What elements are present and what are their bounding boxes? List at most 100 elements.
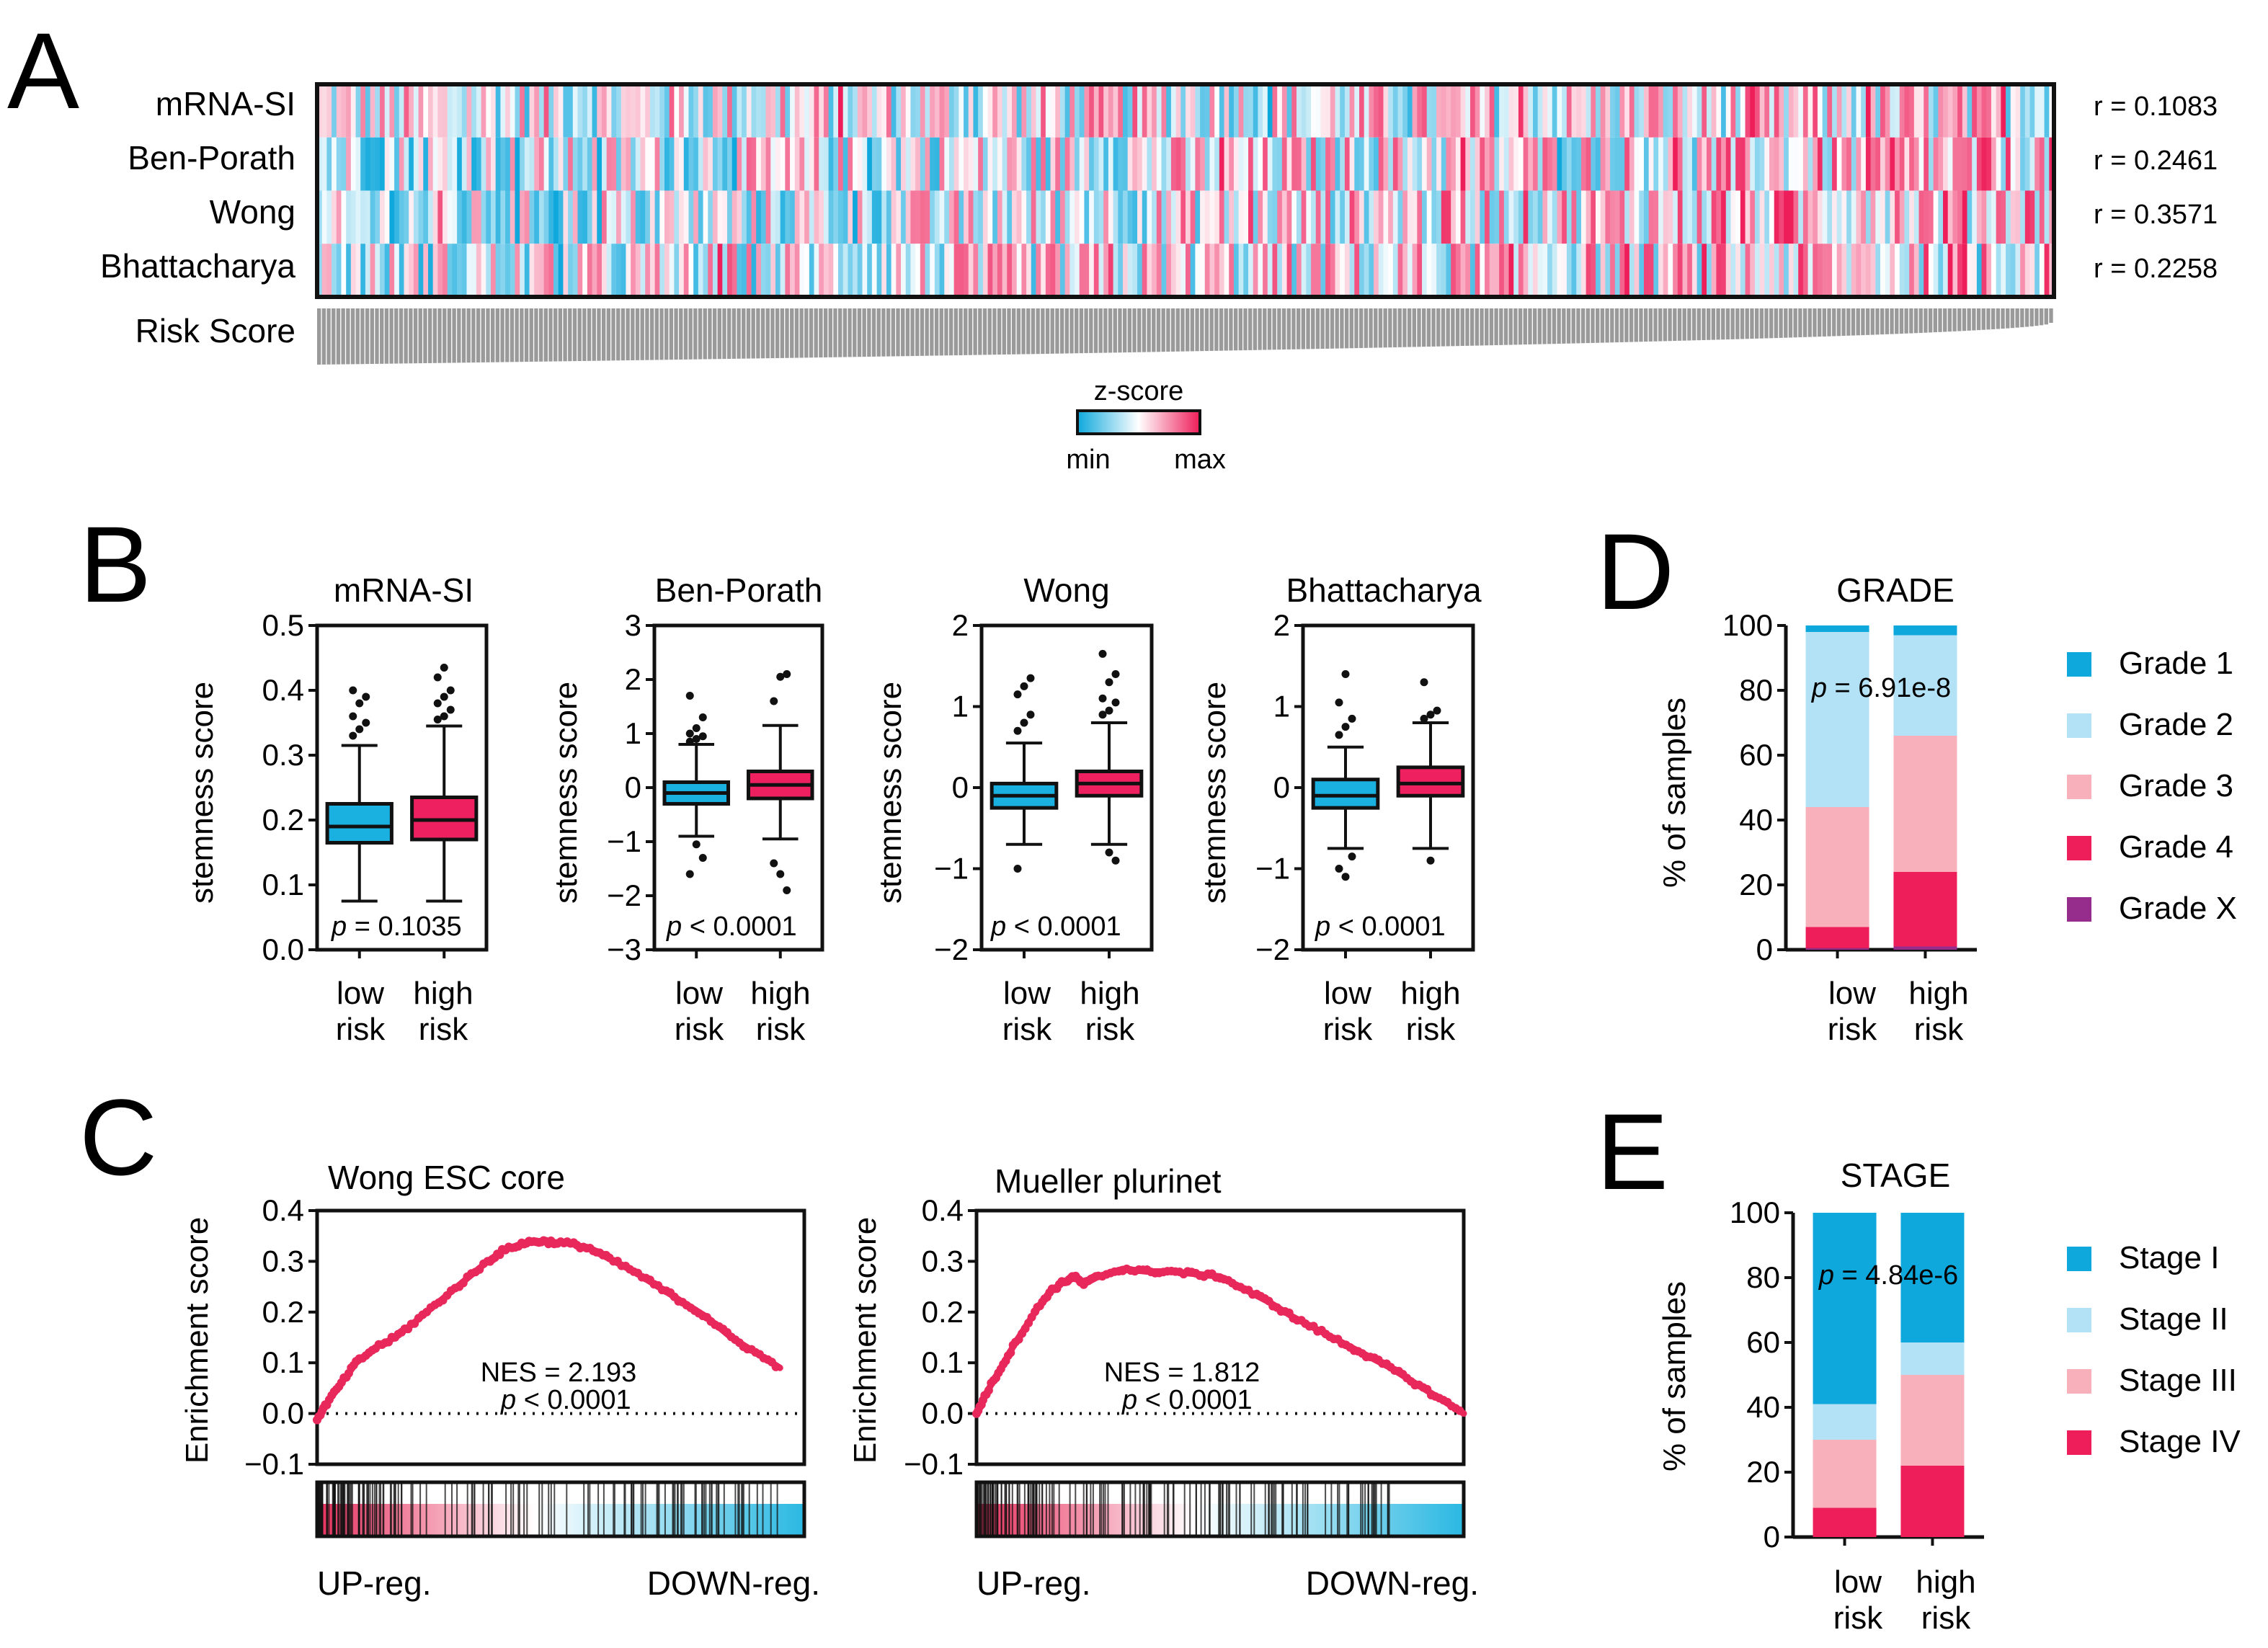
heatmap-cell <box>1798 190 1804 244</box>
heatmap-cell <box>853 244 858 297</box>
heatmap-cell <box>427 137 434 191</box>
risk-score-bar <box>1571 308 1575 344</box>
heatmap-cell <box>476 84 482 138</box>
heatmap-cell <box>1769 137 1775 191</box>
heatmap-cell <box>1924 190 1929 244</box>
risk-score-bar <box>1465 308 1469 346</box>
heatmap-cell <box>1243 190 1249 244</box>
heatmap-cell <box>1084 244 1090 297</box>
risk-score-bar <box>350 308 355 365</box>
x-category-label: low <box>1828 976 1876 1011</box>
heatmap-cell <box>1986 190 1992 244</box>
p-value: p < 0.0001 <box>1315 912 1446 942</box>
heatmap-cell <box>380 137 386 191</box>
heatmap-cell <box>476 137 482 191</box>
heatmap-cell <box>1050 84 1056 138</box>
heatmap-cell <box>568 190 574 244</box>
heatmap-cell <box>708 190 713 244</box>
heatmap-cell <box>886 84 892 138</box>
plot-frame <box>974 1208 1466 1466</box>
heatmap-cell <box>413 137 419 191</box>
heatmap-cell <box>471 244 477 297</box>
heatmap-cell <box>1793 244 1799 297</box>
heatmap-cell <box>1696 190 1702 244</box>
heatmap-cell <box>1972 244 1978 297</box>
outlier-point <box>349 686 357 695</box>
risk-score-bar <box>1147 308 1151 352</box>
heatmap-cell <box>360 137 366 191</box>
risk-score-bar <box>674 308 678 360</box>
legend-label: Grade 1 <box>2119 646 2233 681</box>
heatmap-cell <box>515 244 520 297</box>
heatmap-cell <box>486 244 492 297</box>
heatmap-cell <box>1759 84 1765 138</box>
heatmap-cell <box>1653 84 1659 138</box>
risk-score-bar <box>925 308 929 356</box>
risk-score-bar <box>1315 308 1320 349</box>
heatmap-cell <box>1147 84 1152 138</box>
heatmap-cell <box>2010 244 2016 297</box>
heatmap-cell <box>1055 84 1061 138</box>
enrichment-point <box>984 1386 993 1395</box>
heatmap-cell <box>1277 244 1283 297</box>
legend-label: Stage IV <box>2119 1424 2241 1459</box>
risk-score-bar <box>871 308 876 357</box>
heatmap-cell <box>553 244 559 297</box>
heatmap-cell <box>1374 137 1379 191</box>
y-tick-label: −0.1 <box>904 1447 964 1481</box>
p-italic: p <box>666 912 682 942</box>
risk-score-bar <box>1779 308 1783 338</box>
heatmap-cell <box>1431 190 1437 244</box>
risk-score-bar <box>1306 308 1310 349</box>
heatmap-cell <box>1576 190 1582 244</box>
heatmap-cell <box>1045 190 1051 244</box>
heatmap-cell <box>1899 244 1905 297</box>
heatmap-cell <box>717 190 723 244</box>
heatmap-cell <box>635 137 641 191</box>
heatmap-cell <box>649 244 656 297</box>
heatmap-cell <box>1913 190 1920 244</box>
risk-score-bar <box>1947 308 1952 332</box>
heatmap-cell <box>423 137 429 191</box>
heatmap-cell <box>601 244 608 297</box>
heatmap-cell <box>1610 190 1616 244</box>
risk-score-bar <box>1431 308 1436 347</box>
outlier-point <box>1341 670 1350 678</box>
heatmap-cell <box>1832 244 1838 297</box>
heatmap-cell <box>737 84 742 138</box>
heatmap-cell <box>2024 190 2031 244</box>
heatmap-cell <box>486 84 492 138</box>
heatmap-cell <box>394 190 400 244</box>
heatmap-cell <box>1677 84 1684 138</box>
heatmap-cell <box>1639 84 1645 138</box>
outlier-point <box>1098 711 1107 719</box>
heatmap-cell <box>1924 84 1929 138</box>
risk-score-bar <box>1142 308 1147 352</box>
heatmap-cell <box>737 137 742 191</box>
heatmap-cell <box>1711 137 1717 191</box>
heatmap-cell <box>616 190 622 244</box>
heatmap-cell <box>409 244 414 297</box>
heatmap-cell <box>992 137 998 191</box>
y-tick-label: 0.1 <box>262 1345 304 1379</box>
heatmap-cell <box>336 137 342 191</box>
heatmap-cell <box>1807 84 1813 138</box>
heatmap-cell <box>1827 244 1833 297</box>
heatmap-cell <box>1156 244 1162 297</box>
heatmap-cell <box>1190 84 1196 138</box>
heatmap-row-label: Ben-Porath <box>128 139 295 177</box>
heatmap-cell <box>1281 190 1288 244</box>
heatmap-cell <box>823 137 830 191</box>
risk-score-bar <box>538 308 543 362</box>
heatmap-cell <box>543 84 549 138</box>
heatmap-cell <box>953 190 959 244</box>
p-rest: < 0.0001 <box>1330 912 1446 942</box>
heatmap-cell <box>1721 190 1727 244</box>
heatmap-cell <box>1696 84 1702 138</box>
heatmap-cell <box>1296 84 1302 138</box>
heatmap-cell <box>1281 244 1288 297</box>
heatmap-cell <box>317 244 323 297</box>
risk-score-bar <box>1016 308 1021 355</box>
heatmap-cell <box>814 84 819 138</box>
heatmap-cell <box>1807 244 1813 297</box>
